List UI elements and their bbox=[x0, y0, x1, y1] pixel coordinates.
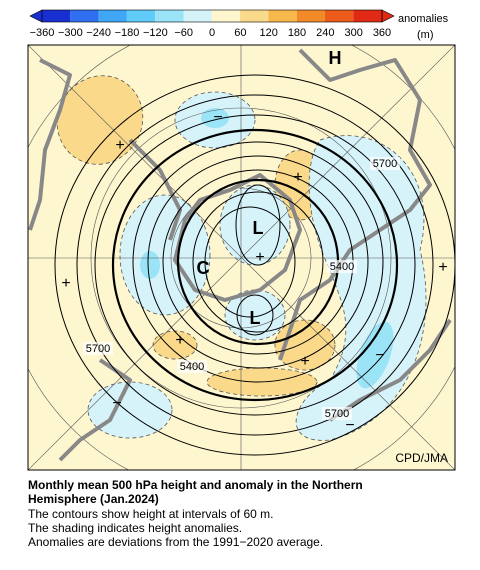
anomaly-sign: + bbox=[300, 353, 309, 370]
label-bg bbox=[370, 157, 400, 170]
anomaly-sign: − bbox=[213, 109, 222, 126]
label-bg bbox=[322, 407, 352, 420]
colorbar-tick-label: −60 bbox=[174, 27, 193, 39]
anomaly-sign: − bbox=[345, 417, 354, 434]
anomaly-sign: + bbox=[115, 137, 124, 154]
contour-label: 5700 bbox=[325, 408, 349, 420]
caption-line: Anomalies are deviations from the 1991−2… bbox=[28, 535, 324, 549]
contour-labels: 5700 5400 5700 5400 5700 bbox=[83, 157, 400, 420]
colorbar-tick-label: 240 bbox=[316, 27, 334, 39]
colorbar-tick-label: −240 bbox=[86, 27, 111, 39]
contour-label: 5400 bbox=[180, 361, 204, 373]
anomaly-sign: + bbox=[438, 259, 447, 276]
anomaly-sign: − bbox=[375, 347, 384, 364]
colorbar-tick-label: 120 bbox=[259, 27, 277, 39]
anomaly-signs: + − + + + + + + − − − bbox=[61, 109, 447, 434]
pressure-center: L bbox=[253, 218, 264, 238]
pressure-center: H bbox=[329, 48, 342, 68]
figure: −360 −300 −240 −180 −120 −60 0 60 120 180 240 300 36… bbox=[27, 9, 456, 471]
label-bg bbox=[177, 360, 207, 373]
pressure-center: L bbox=[250, 308, 261, 328]
contour-label: 5400 bbox=[330, 261, 354, 273]
map: 5700 5400 5700 5400 5700 H L C L + − + + + + + + − − − CP… bbox=[28, 45, 455, 470]
colorbar-tick-label: 360 bbox=[373, 27, 391, 39]
colorbar-tick-label: −360 bbox=[30, 27, 55, 39]
contour-label: 5700 bbox=[373, 158, 397, 170]
label-bg bbox=[327, 260, 357, 273]
colorbar bbox=[29, 9, 395, 23]
caption-line: The shading indicates height anomalies. bbox=[28, 521, 243, 535]
caption-title: Monthly mean 500 hPa height and anomaly … bbox=[28, 478, 363, 506]
colorbar-tick-label: 60 bbox=[234, 27, 246, 39]
anomaly-sign: + bbox=[293, 169, 302, 186]
anomaly-sign: − bbox=[112, 395, 121, 412]
colorbar-tick-label: 0 bbox=[209, 27, 215, 39]
colorbar-tick-label: −300 bbox=[58, 27, 83, 39]
colorbar-label: anomalies bbox=[398, 13, 449, 25]
colorbar-ticks: −360 −300 −240 −180 −120 −60 0 60 120 180 240 300 36… bbox=[30, 27, 392, 39]
contour-label: 5700 bbox=[86, 343, 110, 355]
anomaly-sign: + bbox=[175, 332, 184, 349]
centers: H L C L bbox=[197, 48, 342, 328]
colorbar-unit: (m) bbox=[417, 29, 434, 41]
caption-line: The contours show height at intervals of… bbox=[28, 507, 274, 521]
colorbar-tick-label: 180 bbox=[288, 27, 306, 39]
credit: CPD/JMA bbox=[395, 451, 448, 465]
label-bg bbox=[83, 342, 113, 355]
colorbar-tick-label: −120 bbox=[143, 27, 168, 39]
pressure-center: C bbox=[197, 258, 210, 278]
colorbar-tick-label: −180 bbox=[115, 27, 140, 39]
colorbar-tick-label: 300 bbox=[344, 27, 362, 39]
anomaly-sign: + bbox=[61, 275, 70, 292]
anomaly-sign: + bbox=[255, 249, 264, 266]
